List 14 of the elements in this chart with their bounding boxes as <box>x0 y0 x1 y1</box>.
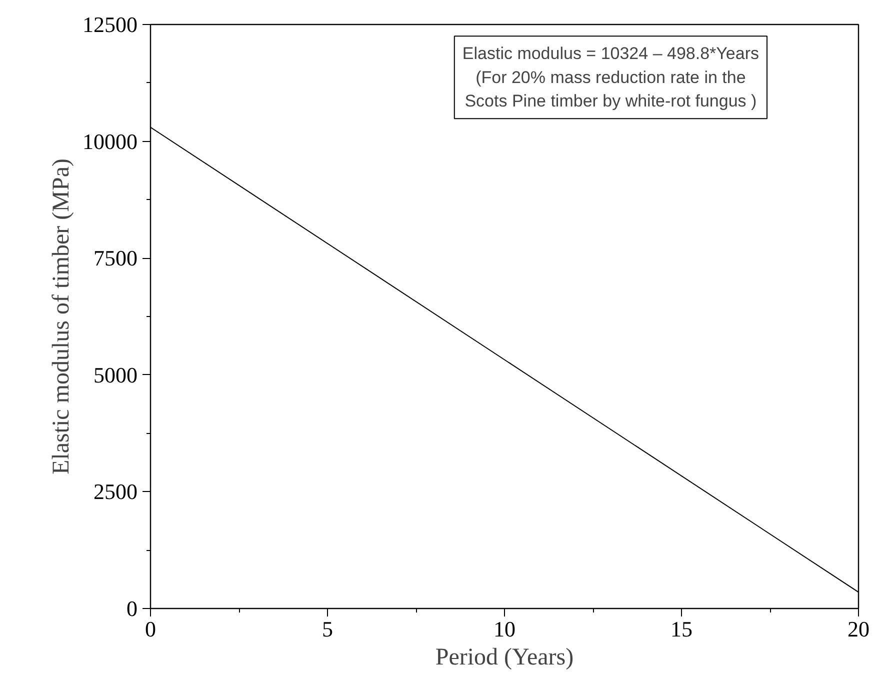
annotation: Elastic modulus = 10324 – 498.8*Years (For 20% mass reduction rate in the Scots Pine timber by white-rot fungus ) <box>462 44 760 111</box>
y-tick-label: 2500 <box>94 479 138 504</box>
x-tick-label: 5 <box>322 616 333 642</box>
y-tick-label: 5000 <box>94 362 138 388</box>
y-axis-title: Elastic modulus of timber (MPa) <box>48 158 74 474</box>
y-tick-label: 10000 <box>82 128 138 154</box>
y-tick-label: 0 <box>126 596 138 621</box>
x-tick-label: 15 <box>670 616 692 642</box>
x-axis-title: Period (Years) <box>435 644 574 670</box>
y-tick-label: 12500 <box>82 12 138 37</box>
x-tick-label: 10 <box>494 616 516 642</box>
x-tick-label: 0 <box>145 616 156 642</box>
y-tick-label: 7500 <box>94 246 138 271</box>
x-tick-label: 20 <box>848 616 870 642</box>
